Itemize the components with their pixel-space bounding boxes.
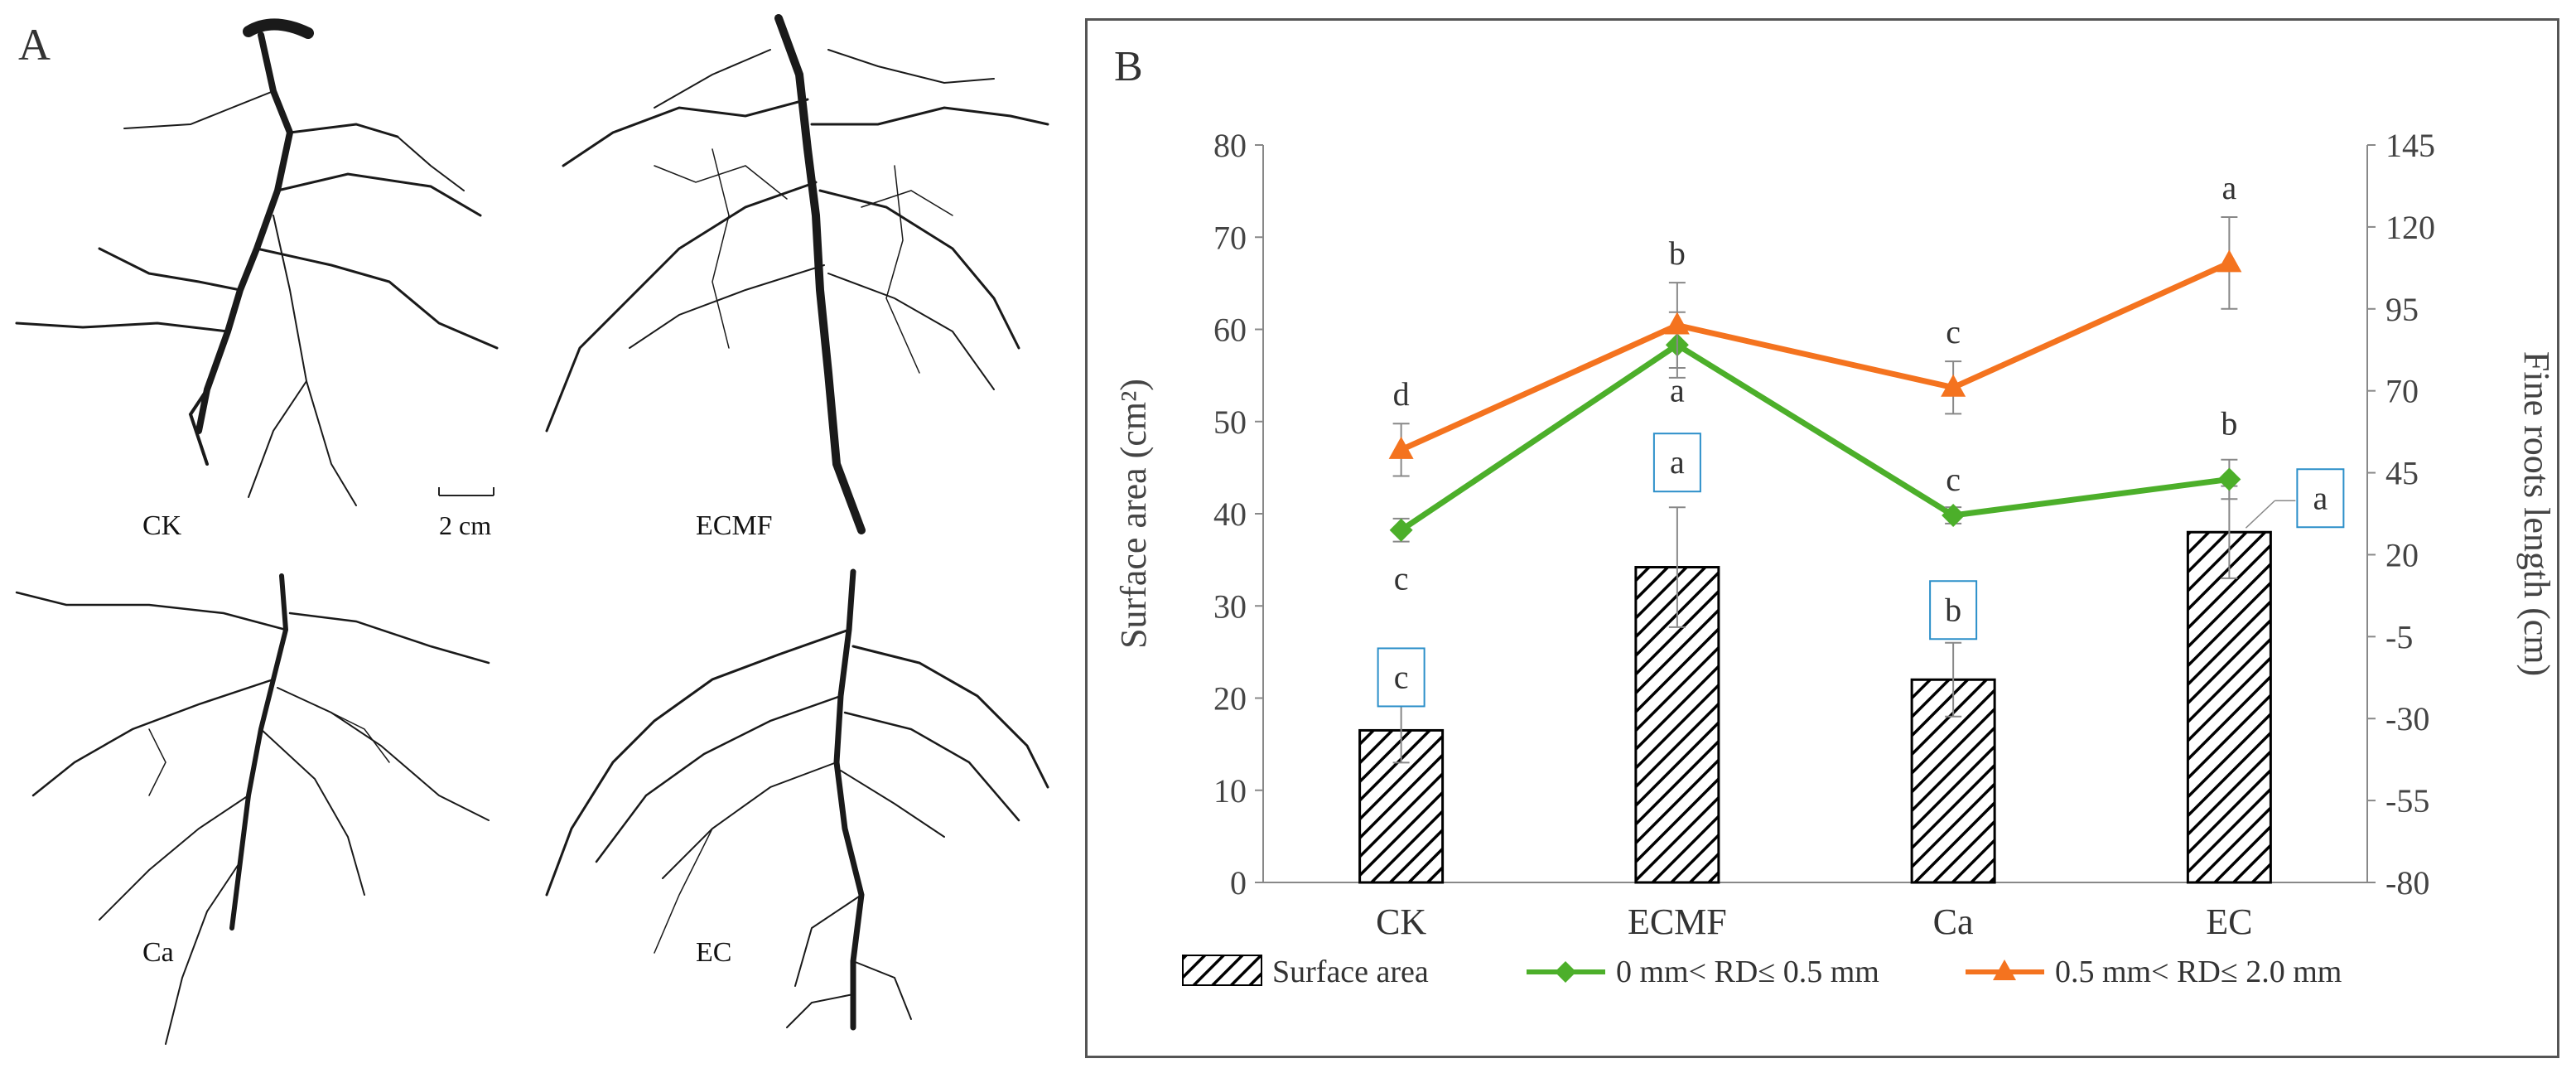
line-significance-letter: c xyxy=(1946,461,1961,498)
line-significance-letter: c xyxy=(1394,560,1409,597)
y-left-tick-label: 20 xyxy=(1213,680,1247,718)
y-left-tick-label: 40 xyxy=(1213,495,1247,533)
root-image-ec xyxy=(545,568,1049,1031)
bar-significance-letter: a xyxy=(1670,443,1685,481)
legend-label: Surface area xyxy=(1272,955,1429,989)
sample-label-ecmf: ECMF xyxy=(696,510,773,541)
x-tick-label: EC xyxy=(2206,902,2252,942)
line-significance-letter: b xyxy=(1669,234,1686,272)
legend-label: 0 mm< RD≤ 0.5 mm xyxy=(1616,955,1879,989)
chart-panel: B 0 10 20 30 40 50 60 70 80 -80 -55 -30 -5 20 45 70 95 12… xyxy=(1085,18,2559,1058)
y-right-tick-label: -5 xyxy=(2385,618,2413,655)
legend-marker-triangle xyxy=(1993,960,2016,980)
scale-bar-label: 2 cm xyxy=(439,510,491,540)
point-diamond xyxy=(1389,518,1413,542)
panel-b-letter: B xyxy=(1114,43,1143,90)
bar-letter-box xyxy=(1377,647,1425,708)
y-left-tick-label: 50 xyxy=(1213,404,1247,441)
y-right-tick-label: 120 xyxy=(2385,209,2435,246)
point-triangle xyxy=(1388,436,1414,459)
y-right-tick-label: 20 xyxy=(2385,536,2419,573)
y-left-axis-title: Surface area (cm²) xyxy=(1113,379,1154,649)
y-right-tick-label: -80 xyxy=(2385,864,2429,902)
bar-letter-box xyxy=(1929,580,1978,641)
x-tick-label: CK xyxy=(1376,902,1426,942)
root-image-ecmf xyxy=(545,14,1049,534)
bar-letter-leader xyxy=(2245,500,2275,529)
line-significance-letter: b xyxy=(2221,405,2237,442)
bar-significance-letter: c xyxy=(1394,658,1409,695)
bar-letter-box xyxy=(2296,468,2345,529)
y-left-tick-label: 80 xyxy=(1213,127,1247,164)
line-series-1 xyxy=(1399,341,2230,533)
line-series-2 xyxy=(1400,260,2231,453)
y-left-tick-label: 60 xyxy=(1213,312,1247,349)
bar-letter-box xyxy=(1652,433,1701,493)
point-diamond xyxy=(1942,503,1966,527)
bar-significance-letter: b xyxy=(1945,591,1961,628)
chart: B 0 10 20 30 40 50 60 70 80 -80 -55 -30 -5 20 45 70 95 12… xyxy=(1113,43,2557,989)
bar-surface-area xyxy=(2186,530,2272,884)
y-right-tick-label: 45 xyxy=(2385,455,2419,492)
legend-swatch-bar xyxy=(1182,955,1262,986)
point-triangle xyxy=(1664,312,1690,335)
point-diamond xyxy=(2217,467,2241,491)
line-significance-letter: a xyxy=(2221,169,2236,206)
legend-marker-diamond xyxy=(1555,961,1576,983)
x-tick-label: ECMF xyxy=(1628,902,1727,942)
y-right-tick-label: -30 xyxy=(2385,700,2429,737)
root-image-ca xyxy=(15,573,490,1045)
sample-label-ck: CK xyxy=(142,510,182,541)
y-right-tick-label: 70 xyxy=(2385,373,2419,410)
root-scan-panel: A xyxy=(0,0,1052,1078)
sample-label-ca: Ca xyxy=(142,937,174,968)
legend-label: 0.5 mm< RD≤ 2.0 mm xyxy=(2055,955,2342,989)
y-left-tick-label: 30 xyxy=(1213,587,1247,625)
y-left-tick-label: 70 xyxy=(1213,219,1247,256)
y-left-tick-label: 10 xyxy=(1213,772,1247,810)
y-right-axis-title: Fine roots length (cm) xyxy=(2516,351,2557,676)
bar-significance-letter: a xyxy=(2313,479,2328,516)
y-right-tick-label: 145 xyxy=(2385,127,2435,164)
line-significance-letter: a xyxy=(1670,371,1685,408)
y-left-tick-label: 0 xyxy=(1230,864,1247,902)
x-tick-label: Ca xyxy=(1933,902,1974,942)
root-image-ck xyxy=(15,18,499,506)
y-right-tick-label: -55 xyxy=(2385,782,2429,819)
line-significance-letter: d xyxy=(1393,375,1410,413)
sample-label-ec: EC xyxy=(696,937,731,968)
panel-a-letter: A xyxy=(18,20,51,70)
line-significance-letter: c xyxy=(1946,313,1961,350)
point-triangle xyxy=(1941,374,1966,397)
root-scans: A xyxy=(15,14,1049,1045)
point-triangle xyxy=(2217,249,2242,273)
y-right-tick-label: 95 xyxy=(2385,291,2419,328)
